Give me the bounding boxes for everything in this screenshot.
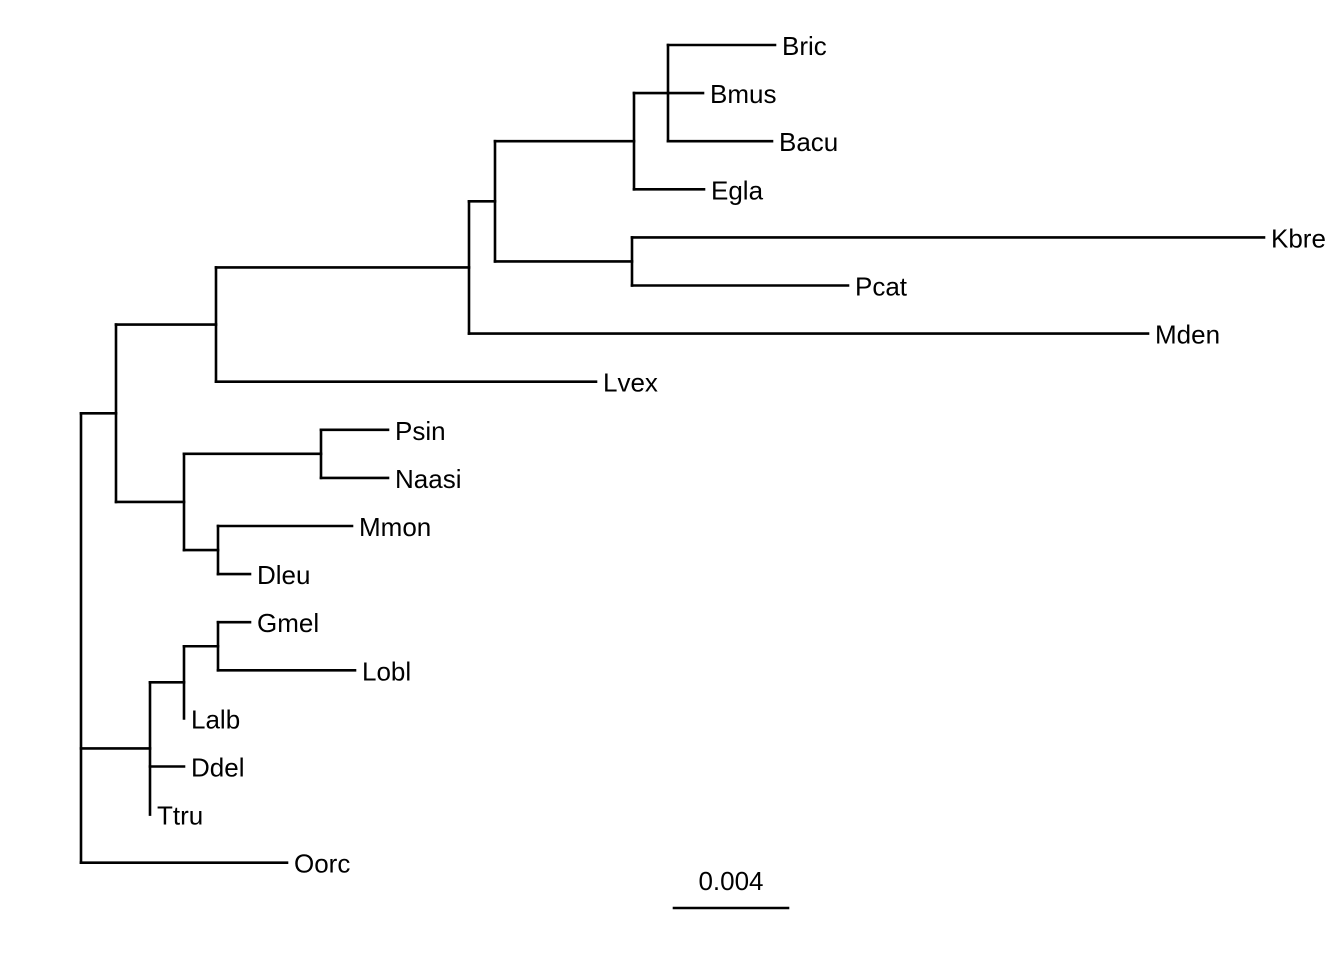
tip-label-mmon: Mmon	[359, 512, 431, 542]
tip-label-lobl: Lobl	[362, 656, 411, 686]
tip-label-egla: Egla	[711, 175, 764, 205]
tip-label-ttru: Ttru	[157, 801, 203, 831]
tip-label-naasi: Naasi	[395, 464, 461, 494]
scale-bar-label: 0.004	[698, 866, 763, 896]
tip-label-lvex: Lvex	[603, 368, 658, 398]
tip-label-bmus: Bmus	[710, 79, 776, 109]
tip-label-psin: Psin	[395, 416, 446, 446]
scale-bar: 0.004	[672, 866, 790, 910]
tip-label-pcat: Pcat	[855, 272, 908, 302]
tip-label-ddel: Ddel	[191, 753, 244, 783]
tip-label-mden: Mden	[1155, 320, 1220, 350]
tip-label-gmel: Gmel	[257, 608, 319, 638]
tip-label-lalb: Lalb	[191, 704, 240, 734]
tip-label-bacu: Bacu	[779, 127, 838, 157]
tip-label-dleu: Dleu	[257, 560, 310, 590]
tip-label-oorc: Oorc	[294, 849, 350, 879]
tip-label-kbre: Kbre	[1271, 223, 1326, 253]
tree-branches	[79, 43, 1266, 865]
tip-label-bric: Bric	[782, 31, 827, 61]
